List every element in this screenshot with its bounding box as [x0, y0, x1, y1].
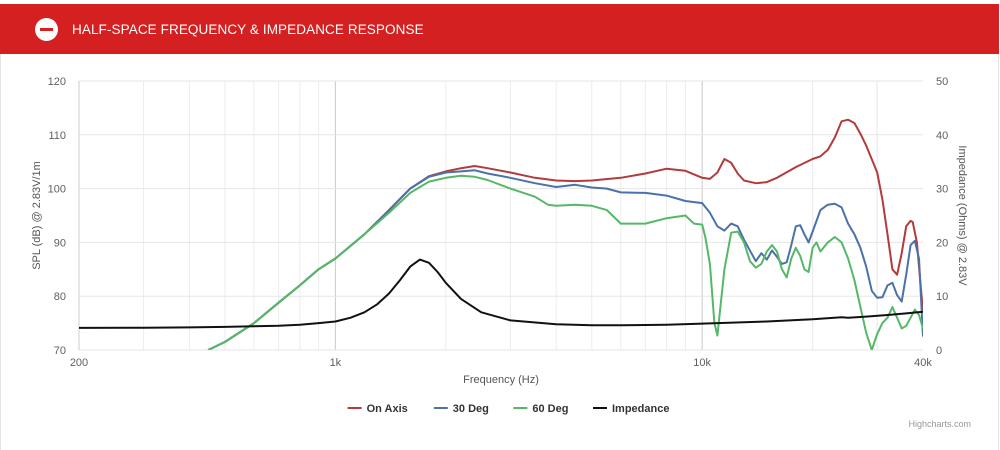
- y-tick-label: 110: [48, 130, 66, 142]
- y2-tick-label: 50: [936, 76, 948, 88]
- y-tick-label: 90: [54, 237, 66, 249]
- y2-tick-label: 30: [936, 184, 948, 196]
- chart-header: HALF-SPACE FREQUENCY & IMPEDANCE RESPONS…: [0, 4, 999, 54]
- chart-panel: 70 80 90 100 110 120 0 10 20 30 40 50 200 1k 10k 40k Fre…: [0, 54, 999, 450]
- legend-item-on-axis[interactable]: On Axis: [367, 403, 408, 415]
- x-tick-label: 1k: [330, 357, 342, 369]
- legend-item-impedance[interactable]: Impedance: [612, 403, 669, 415]
- x-tick-label: 200: [70, 357, 88, 369]
- series-line-30-deg: [207, 169, 923, 350]
- y2-tick-label: 40: [936, 130, 948, 142]
- y2-tick-label: 10: [936, 291, 948, 303]
- y-tick-label: 100: [48, 184, 66, 196]
- chart-title: HALF-SPACE FREQUENCY & IMPEDANCE RESPONS…: [72, 21, 424, 37]
- legend-item-30-deg[interactable]: 30 Deg: [453, 403, 489, 415]
- y-tick-label: 70: [54, 345, 66, 357]
- y-tick-label: 120: [48, 76, 66, 88]
- y2-tick-label: 0: [936, 345, 942, 357]
- credits-link[interactable]: Highcharts.com: [908, 419, 971, 429]
- x-axis-title: Frequency (Hz): [463, 374, 539, 386]
- legend-item-60-deg[interactable]: 60 Deg: [532, 403, 568, 415]
- y2-tick-label: 20: [936, 237, 948, 249]
- x-tick-label: 40k: [914, 357, 932, 369]
- frequency-response-chart: 70 80 90 100 110 120 0 10 20 30 40 50 200 1k 10k 40k Fre…: [31, 76, 971, 429]
- minus-circle-icon[interactable]: [35, 17, 58, 41]
- y2-axis-title: Impedance (Ohms) @ 2.83V: [956, 145, 968, 286]
- x-tick-label: 10k: [693, 357, 711, 369]
- series-line-on-axis: [207, 118, 923, 350]
- y-tick-label: 80: [54, 291, 66, 303]
- series-line-60-deg: [207, 174, 923, 350]
- y-axis-title: SPL (dB) @ 2.83V/1m: [31, 161, 43, 270]
- series-line-impedance: [79, 258, 923, 329]
